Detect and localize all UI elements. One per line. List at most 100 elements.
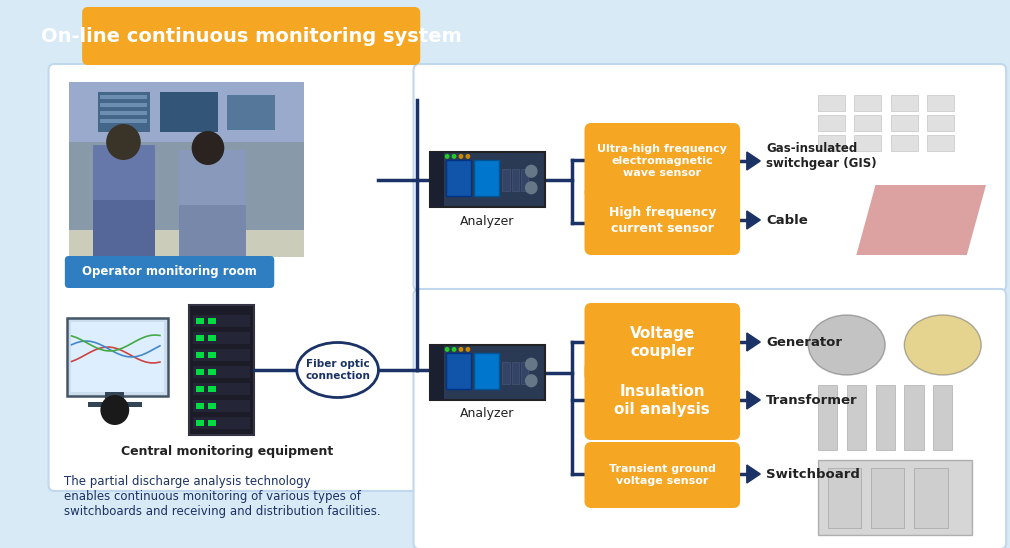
Bar (430, 152, 443, 207)
Polygon shape (746, 391, 761, 409)
Bar (502, 168, 510, 191)
Circle shape (444, 347, 449, 352)
Text: Generator: Generator (766, 335, 842, 349)
Bar (904, 385, 923, 450)
Bar (914, 468, 947, 528)
Text: High frequency
current sensor: High frequency current sensor (609, 206, 716, 235)
Bar (208, 369, 216, 375)
Bar (193, 332, 250, 344)
Circle shape (466, 347, 471, 352)
Bar (100, 111, 147, 115)
Bar (196, 352, 204, 358)
Bar (854, 135, 882, 151)
Bar (179, 205, 246, 257)
Bar (105, 392, 124, 402)
FancyBboxPatch shape (413, 289, 1006, 548)
Polygon shape (746, 333, 761, 351)
Bar (891, 135, 918, 151)
Circle shape (525, 164, 537, 178)
Bar (891, 115, 918, 131)
Bar (430, 345, 443, 400)
Bar (818, 115, 844, 131)
Ellipse shape (904, 315, 981, 375)
Polygon shape (856, 185, 986, 255)
Bar (227, 95, 275, 130)
Bar (100, 103, 147, 107)
Circle shape (192, 131, 224, 165)
FancyBboxPatch shape (585, 123, 740, 199)
Circle shape (444, 154, 449, 159)
Circle shape (525, 374, 537, 387)
Bar (208, 386, 216, 392)
Bar (100, 119, 147, 123)
Text: Analyzer: Analyzer (461, 214, 515, 227)
Bar (818, 460, 972, 535)
Text: The partial discharge analysis technology
enables continuous monitoring of vario: The partial discharge analysis technolog… (64, 475, 381, 518)
Text: Ultra-high frequency
electromagnetic
wave sensor: Ultra-high frequency electromagnetic wav… (597, 144, 727, 179)
FancyBboxPatch shape (585, 361, 740, 440)
Bar (196, 403, 204, 409)
Bar (208, 318, 216, 324)
Bar (818, 95, 844, 111)
Text: Insulation
oil analysis: Insulation oil analysis (614, 384, 710, 417)
Bar (196, 420, 204, 426)
Bar (88, 402, 141, 407)
Text: Transformer: Transformer (766, 393, 857, 407)
Bar (871, 468, 904, 528)
Bar (818, 135, 844, 151)
Text: Analyzer: Analyzer (461, 408, 515, 420)
Bar (208, 420, 216, 426)
Bar (927, 115, 954, 131)
Bar (502, 362, 510, 384)
Bar (71, 322, 164, 392)
Polygon shape (746, 465, 761, 483)
Bar (208, 352, 216, 358)
Bar (512, 168, 519, 191)
FancyBboxPatch shape (585, 303, 740, 382)
Bar (474, 160, 499, 196)
Text: Voltage
coupler: Voltage coupler (629, 326, 695, 359)
Text: Fiber optic
connection: Fiber optic connection (305, 359, 370, 381)
Text: Gas-insulated
switchgear (GIS): Gas-insulated switchgear (GIS) (766, 142, 877, 170)
Bar (208, 403, 216, 409)
Bar (193, 366, 250, 378)
Text: Central monitoring equipment: Central monitoring equipment (121, 446, 333, 459)
Bar (193, 349, 250, 361)
Bar (891, 95, 918, 111)
Circle shape (525, 358, 537, 371)
Bar (93, 200, 156, 257)
Circle shape (100, 395, 129, 425)
Ellipse shape (808, 315, 885, 375)
Bar (927, 95, 954, 111)
Bar (446, 160, 472, 196)
Polygon shape (746, 211, 761, 229)
Bar (876, 385, 895, 450)
Bar (799, 175, 986, 275)
Bar (854, 95, 882, 111)
Bar (446, 353, 472, 389)
Bar (512, 362, 519, 384)
FancyBboxPatch shape (413, 64, 1006, 291)
FancyBboxPatch shape (585, 442, 740, 508)
Bar (193, 400, 250, 412)
FancyBboxPatch shape (430, 152, 545, 207)
Bar (854, 115, 882, 131)
Ellipse shape (297, 342, 379, 397)
Bar (100, 95, 147, 99)
Bar (474, 353, 499, 389)
Circle shape (459, 154, 464, 159)
Text: Operator monitoring room: Operator monitoring room (82, 265, 257, 278)
Bar (160, 92, 217, 132)
FancyBboxPatch shape (67, 318, 168, 396)
Text: Switchboard: Switchboard (766, 467, 860, 481)
Circle shape (451, 347, 457, 352)
Circle shape (459, 347, 464, 352)
Bar (193, 383, 250, 395)
Bar (193, 315, 250, 327)
Bar (799, 88, 986, 203)
Bar (196, 335, 204, 341)
Bar (208, 335, 216, 341)
Bar (846, 385, 866, 450)
FancyBboxPatch shape (585, 186, 740, 255)
Circle shape (525, 181, 537, 195)
